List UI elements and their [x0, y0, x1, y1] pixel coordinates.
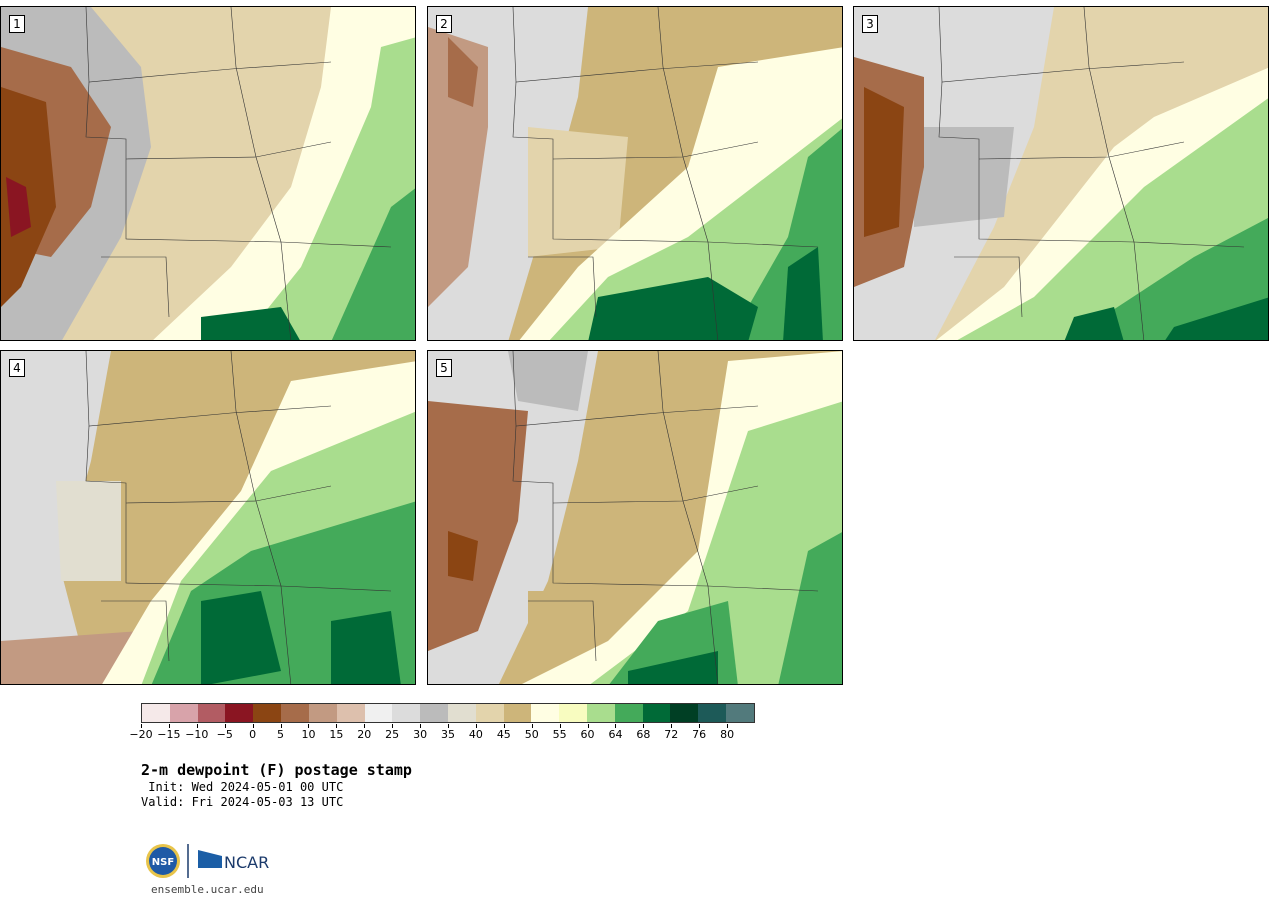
colorbar-swatch	[614, 704, 643, 722]
colorbar-swatch	[225, 704, 254, 722]
colorbar-tick-label: 80	[720, 728, 735, 741]
colorbar-tickmark	[420, 724, 422, 728]
colorbar-tickmark	[308, 724, 310, 728]
colorbar-swatch	[392, 704, 421, 722]
colorbar-tickmark	[364, 724, 366, 728]
colorbar-tick-label: −10	[185, 728, 209, 741]
colorbar-tick-label: 30	[413, 728, 428, 741]
colorbar-swatch	[642, 704, 671, 722]
colorbar-tick-label: 50	[524, 728, 539, 741]
colorbar-swatch	[364, 704, 393, 722]
dewpoint-map-5	[428, 351, 842, 684]
colorbar-swatch	[253, 704, 282, 722]
colorbar-tick-label: 20	[357, 728, 372, 741]
colorbar-tick-label: 45	[496, 728, 511, 741]
colorbar-swatch	[447, 704, 476, 722]
colorbar-tick-label: 76	[692, 728, 707, 741]
colorbar-swatch	[142, 704, 170, 722]
colorbar-tick-label: −5	[216, 728, 233, 741]
nsf-logo-icon: NSF	[146, 844, 180, 878]
colorbar-tick-label: −20	[129, 728, 153, 741]
colorbar-tickmark	[392, 724, 394, 728]
colorbar-swatch	[169, 704, 198, 722]
figure-title: 2-m dewpoint (F) postage stamp	[141, 761, 412, 779]
colorbar-tickmark	[168, 724, 170, 728]
colorbar-ticks: −20 −15 −10 −5 0 5 10 15 20 25 30 35 40 45 50 55 60 64 68 7…	[129, 724, 755, 744]
colorbar-swatch	[281, 704, 309, 722]
colorbar-tickmark	[587, 724, 589, 728]
colorbar-tick-label: 60	[580, 728, 595, 741]
colorbar-swatch	[475, 704, 504, 722]
dewpoint-map-3	[854, 7, 1268, 340]
colorbar-tick-label: 35	[441, 728, 455, 741]
colorbar-swatch	[698, 704, 727, 722]
colorbar-tick-label: 40	[468, 728, 483, 741]
colorbar-tick-label: 72	[664, 728, 679, 741]
colorbar-tickmark	[475, 724, 477, 728]
colorbar-swatch	[503, 704, 532, 722]
panel-label-3: 3	[862, 15, 878, 33]
panel-label-4: 4	[9, 359, 25, 377]
panel-label-5: 5	[436, 359, 452, 377]
colorbar-tick-label: 64	[608, 728, 623, 741]
colorbar-swatch	[420, 704, 448, 722]
colorbar-tick-label: 10	[301, 728, 316, 741]
colorbar-tickmark	[615, 724, 617, 728]
colorbar-tick-label: 5	[277, 728, 285, 741]
colorbar	[141, 703, 755, 723]
colorbar-tickmark	[699, 724, 701, 728]
map-panel-2: 2	[427, 6, 843, 341]
colorbar-tickmark	[141, 724, 142, 728]
ncar-logo-icon: NCAR	[198, 850, 269, 872]
logos: NSF NCAR	[144, 842, 284, 882]
colorbar-swatch	[559, 704, 587, 722]
colorbar-tick-label: 15	[329, 728, 344, 741]
svg-text:NSF: NSF	[152, 857, 174, 868]
colorbar-tick-label: 25	[385, 728, 400, 741]
colorbar-swatch	[531, 704, 560, 722]
map-panel-4: 4	[0, 350, 416, 685]
site-url: ensemble.ucar.edu	[151, 883, 264, 896]
svg-text:NCAR: NCAR	[224, 853, 269, 872]
colorbar-tickmark	[531, 724, 533, 728]
colorbar-swatch	[336, 704, 365, 722]
colorbar-swatch	[670, 704, 699, 722]
colorbar-swatch	[726, 704, 754, 722]
colorbar-tick-label: 0	[249, 728, 257, 741]
colorbar-swatch	[308, 704, 337, 722]
panel-label-2: 2	[436, 15, 452, 33]
init-time: Init: Wed 2024-05-01 00 UTC	[141, 780, 344, 794]
dewpoint-map-4	[1, 351, 415, 684]
colorbar-tickmark	[224, 724, 226, 728]
panel-label-1: 1	[9, 15, 25, 33]
colorbar-tickmark	[727, 724, 729, 728]
colorbar-tick-label: 55	[552, 728, 567, 741]
map-panel-3: 3	[853, 6, 1269, 341]
colorbar-tickmark	[280, 724, 282, 728]
colorbar-tickmark	[252, 724, 254, 728]
colorbar-swatch	[587, 704, 615, 722]
colorbar-tickmark	[336, 724, 338, 728]
colorbar-tick-label: −15	[157, 728, 181, 741]
colorbar-tickmark	[559, 724, 561, 728]
map-panel-5: 5	[427, 350, 843, 685]
dewpoint-map-2	[428, 7, 842, 340]
valid-time: Valid: Fri 2024-05-03 13 UTC	[141, 795, 344, 809]
colorbar-tickmark	[503, 724, 505, 728]
colorbar-tickmark	[196, 724, 198, 728]
colorbar-tickmark	[643, 724, 645, 728]
colorbar-tick-label: 68	[636, 728, 651, 741]
colorbar-tickmark	[448, 724, 449, 728]
dewpoint-map-1	[1, 7, 415, 340]
colorbar-swatch	[197, 704, 226, 722]
colorbar-tickmark	[671, 724, 673, 728]
map-panel-1: 1	[0, 6, 416, 341]
